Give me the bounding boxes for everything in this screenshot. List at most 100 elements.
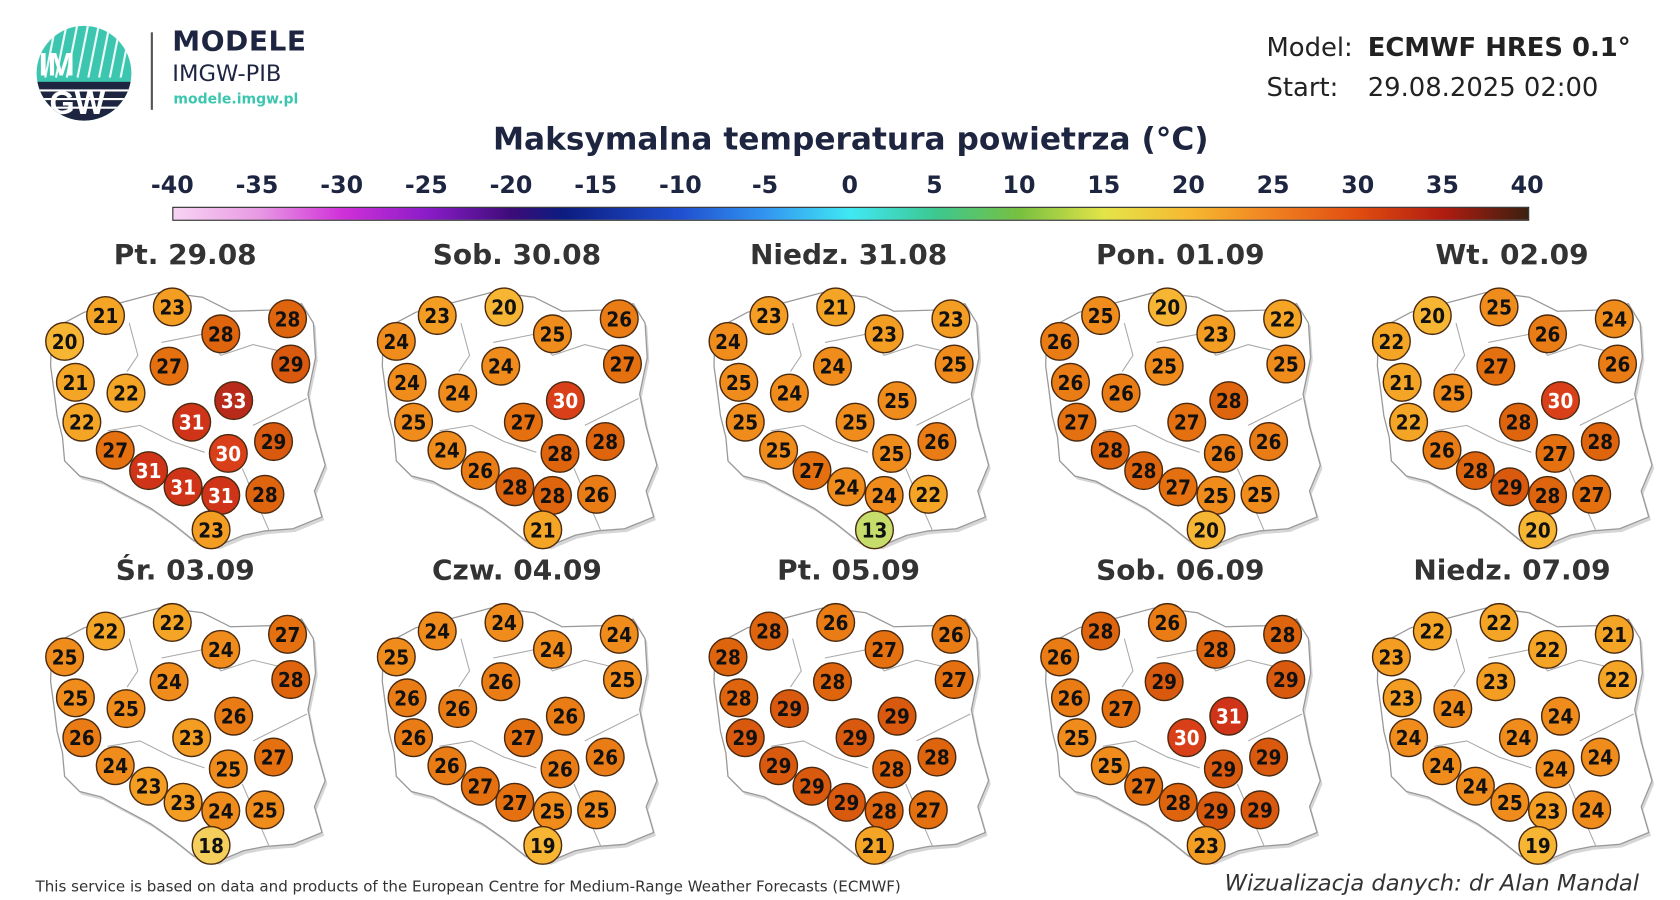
temperature-circle — [484, 287, 524, 327]
station-marker: 23 — [749, 295, 789, 336]
temperature-value: 29 — [732, 726, 758, 750]
temperature-circle — [1572, 474, 1612, 514]
temperature-circle — [267, 299, 308, 339]
temperature-value: 26 — [1535, 322, 1561, 346]
temperature-value: 25 — [842, 411, 868, 435]
temperature-circle — [1040, 321, 1080, 361]
temperature-value: 25 — [540, 799, 566, 823]
temperature-value: 24 — [1548, 705, 1574, 729]
day-title: Niedz. 07.09 — [1413, 554, 1611, 587]
station-marker: 29 — [271, 344, 311, 384]
station-marker: 19 — [523, 825, 563, 865]
colorbar-tick-label: 0 — [841, 172, 858, 200]
station-marker: 24 — [1498, 718, 1539, 758]
temperature-circle — [417, 611, 457, 651]
temperature-circle — [1412, 611, 1452, 651]
station-marker: 23 — [163, 782, 203, 822]
temperature-circle — [1490, 467, 1530, 507]
temperature-value: 29 — [884, 705, 910, 729]
temperature-value: 26 — [221, 705, 247, 729]
temperature-value: 28 — [252, 483, 278, 507]
station-marker: 28 — [267, 299, 308, 339]
temperature-value: 25 — [216, 757, 242, 781]
temperature-circle — [749, 295, 789, 336]
temperature-value: 28 — [1535, 484, 1561, 508]
temperature-value: 28 — [1216, 389, 1242, 413]
station-marker: 30 — [208, 433, 248, 473]
temperature-circle — [769, 373, 809, 413]
temperature-value: 27 — [799, 459, 825, 483]
temperature-circle — [267, 614, 308, 654]
temperature-circle — [1101, 373, 1141, 413]
station-marker: 26 — [1050, 362, 1091, 402]
temperature-value: 26 — [1047, 645, 1073, 669]
temperature-value: 22 — [1486, 611, 1512, 635]
station-marker: 27 — [95, 430, 135, 470]
station-marker: 29 — [877, 696, 917, 736]
temperature-value: 23 — [1389, 686, 1415, 710]
day-map: 22 20 25 26 24 26 27 25 21 22 28 30 27 28 26 28 29 28 27 20 — [1371, 287, 1655, 550]
colorbar-tick-label: -15 — [574, 172, 618, 200]
brand-url[interactable]: modele.imgw.pl — [173, 91, 299, 108]
temperature-value: 30 — [1174, 726, 1200, 750]
temperature-value: 24 — [1601, 307, 1627, 331]
temperature-circle — [129, 451, 169, 491]
temperature-value: 24 — [540, 638, 566, 662]
colorbar-tick-label: -10 — [658, 172, 702, 200]
temperature-value: 29 — [1203, 799, 1229, 823]
temperature-circle — [149, 662, 189, 702]
temperature-circle — [393, 718, 434, 758]
temperature-circle — [1101, 689, 1141, 729]
temperature-value: 23 — [170, 791, 196, 815]
temperature-value: 24 — [424, 620, 450, 644]
temperature-value: 27 — [916, 798, 942, 822]
region-borders — [1434, 322, 1634, 539]
temperature-value: 27 — [1064, 411, 1090, 435]
temperature-value: 27 — [871, 638, 897, 662]
station-marker: 27 — [267, 614, 308, 654]
station-marker: 27 — [149, 346, 189, 386]
station-marker: 26 — [540, 749, 580, 789]
station-marker: 24 — [376, 321, 416, 361]
temperature-circle — [1266, 659, 1306, 700]
temperature-circle — [1240, 790, 1280, 830]
station-marker: 24 — [201, 791, 241, 831]
temperature-value: 26 — [1211, 442, 1237, 466]
colorbar-tick-label: 25 — [1256, 172, 1290, 200]
station-marker: 18 — [191, 825, 231, 865]
temperature-circle — [812, 662, 853, 702]
station-marker: 24 — [1594, 299, 1634, 339]
temperature-value: 24 — [102, 754, 128, 778]
station-marker: 25 — [934, 344, 974, 384]
station-marker: 28 — [864, 791, 904, 831]
station-marker: 26 — [545, 696, 585, 736]
station-marker: 25 — [1433, 373, 1473, 413]
temperature-value: 28 — [871, 799, 897, 823]
temperature-value: 23 — [1483, 670, 1509, 694]
temperature-circle — [1249, 737, 1289, 777]
day-title: Czw. 04.09 — [431, 554, 602, 587]
region-borders — [107, 322, 308, 539]
station-marker: 29 — [253, 421, 294, 462]
temperature-circle — [602, 344, 643, 384]
temperature-circle — [1090, 430, 1130, 470]
temperature-value: 28 — [879, 757, 905, 781]
temperature-circle — [749, 611, 789, 651]
temperature-value: 27 — [1174, 411, 1200, 435]
station-marker: 22 — [1597, 659, 1638, 700]
station-marker: 24 — [1580, 737, 1620, 777]
station-marker: 28 — [1527, 475, 1568, 515]
temperature-value: 29 — [777, 697, 803, 721]
station-marker: 25 — [1196, 475, 1236, 515]
station-marker: 25 — [376, 637, 416, 677]
temperature-value: 28 — [275, 307, 301, 331]
temperature-circle — [1196, 314, 1236, 354]
station-marker: 24 — [1422, 746, 1462, 786]
temperature-value: 22 — [1379, 330, 1405, 354]
temperature-circle — [759, 746, 799, 786]
temperature-circle — [599, 614, 639, 654]
day-title: Niedz. 31.08 — [749, 239, 948, 272]
day-title: Pon. 01.09 — [1095, 239, 1265, 272]
region-borders — [1434, 638, 1634, 855]
station-marker: 29 — [1266, 659, 1306, 700]
